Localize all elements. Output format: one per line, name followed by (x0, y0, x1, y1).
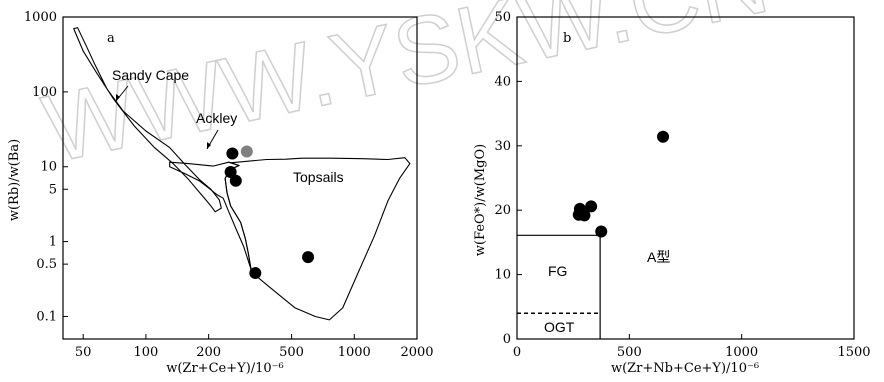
panel-a-ytick-label: 0.5 (36, 257, 57, 272)
field-pointer-sandy-cape-head (116, 94, 120, 101)
panel-b-ytick-label: 40 (494, 74, 511, 89)
region-label-ogt: OGT (544, 319, 575, 335)
panel-a-ytick-label: 1000 (24, 10, 57, 25)
field-pointer-ackley-head (207, 142, 211, 149)
field-label-sandy-cape: Sandy Cape (112, 67, 189, 83)
panel-a-ytick-label: 1 (49, 235, 57, 250)
panel-b-ytick-label: 10 (494, 268, 511, 283)
panel-b-ytick-label: 50 (494, 10, 511, 25)
panel-a-xtick-label: 500 (279, 345, 304, 360)
panel-a-point-1 (240, 145, 253, 158)
region-label-fg: FG (548, 263, 567, 279)
panel-a-point-2 (224, 166, 237, 179)
panel-a-xlabel: w(Zr+Ce+Y)/10⁻⁶ (166, 361, 284, 376)
panel-b-label: b (563, 31, 571, 46)
panel-b-xlabel: w(Zr+Nb+Ce+Y)/10⁻⁶ (611, 361, 759, 376)
field-outline-sandy-cape (73, 27, 222, 213)
panel-a-point-0 (226, 147, 239, 160)
panel-a-ytick-label: 100 (32, 85, 57, 100)
panel-a-point-4 (302, 251, 315, 264)
panel-a-xtick-label: 50 (75, 345, 92, 360)
field-label-topsails: Topsails (293, 169, 344, 185)
panel-a-frame (62, 16, 418, 340)
panel-a-ylabel: w(Rb)/w(Ba) (7, 139, 22, 221)
panel-a-label: a (107, 31, 115, 46)
panel-a-xtick-label: 1000 (338, 345, 371, 360)
panel-a-ytick-label: 0.1 (36, 309, 57, 324)
panel-b-xtick-label: 0 (513, 345, 521, 360)
panel-a-xtick-label: 2000 (400, 345, 433, 360)
field-label-ackley: Ackley (196, 110, 237, 126)
panel-b-ytick-label: 0 (503, 332, 511, 347)
panel-b-ytick-label: 20 (494, 203, 511, 218)
panel-a-point-3 (229, 174, 242, 187)
panel-b-xtick-label: 1000 (725, 345, 758, 360)
panel-b-xtick-label: 500 (617, 345, 642, 360)
panel-b-frame (516, 16, 855, 340)
watermark: WWW.YSKW.CN (35, 0, 777, 183)
panel-b: 0 500 1000 1500 0 10 20 30 40 50 b FG OGT A型 w(Z… (473, 10, 871, 376)
panel-b-ylabel: w(FeO*)/w(MgO) (473, 144, 488, 256)
panel-a-point-5 (249, 267, 262, 280)
panel-b-point-5 (657, 130, 670, 143)
panel-a-xtick-label: 200 (196, 345, 221, 360)
region-label-a-type: A型 (647, 249, 670, 265)
panel-a-ytick-label: 5 (49, 182, 57, 197)
panel-b-point-1 (585, 200, 598, 213)
panel-a-xtick-label: 100 (134, 345, 159, 360)
panel-b-ytick-label: 30 (494, 139, 511, 154)
panel-b-point-4 (595, 225, 608, 238)
panel-a-ytick-label: 10 (40, 160, 57, 175)
field-outline-topsails (224, 157, 411, 321)
panel-b-point-3 (578, 209, 591, 222)
panel-b-xtick-label: 1500 (837, 345, 870, 360)
